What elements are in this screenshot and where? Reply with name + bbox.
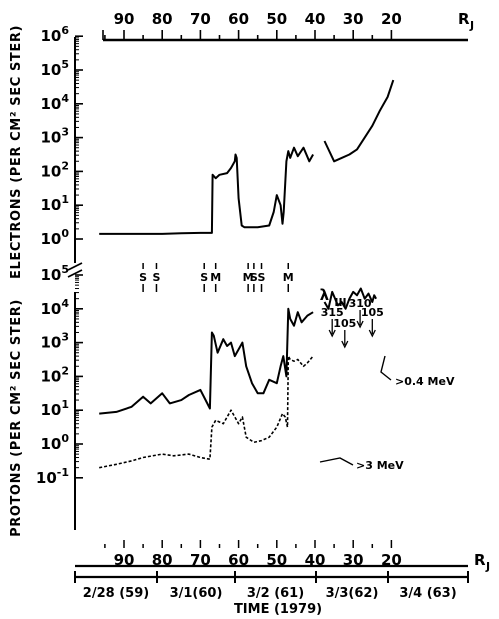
top-axis-tick-label: 50 [266,10,287,28]
date-axis-title: TIME (1979) [234,602,322,617]
electron-y-tick-exp: 5 [61,58,69,71]
top-axis-tick-label: 40 [305,10,326,28]
electron-y-tick-label: 101 [40,193,69,214]
electron-y-tick-label: 105 [40,58,69,79]
top-rj-axis: 90 80 70 60 50 40 30 20 R J [102,10,474,42]
encounter-marker-label: S [153,271,161,284]
lambda-arrow-head [341,340,349,349]
lambda-marker-label: 315 [321,306,344,319]
date-label: 3/1(60) [170,586,223,601]
encounter-marker-label: M [283,271,294,284]
electron-y-tick-exp: 2 [61,159,69,172]
date-label: 3/4 (63) [399,586,456,601]
proton-y-tick-label: 105 [40,263,69,284]
proton-y-tick-label: 100 [40,432,69,453]
encounter-marker-row: S S S M MS S M [139,263,294,292]
series-label-leader [319,457,354,466]
bottom-axis-tick-label: 90 [114,551,135,569]
top-axis-unit-sub: J [469,19,474,32]
bottom-axis-tick-label: 80 [152,551,173,569]
proton-series-line-0 [99,307,314,415]
electron-y-tick-label: 103 [40,126,69,147]
series-label-3mev: >3 MeV [356,459,404,472]
lambda-arrow-head [368,329,376,338]
electron-y-tick-exp: 6 [61,24,69,37]
electron-y-tick-label: 100 [40,227,69,248]
lambda-label: λ [320,286,330,304]
electron-y-tick-exp: 4 [61,92,69,105]
proton-series-line-1 [99,355,314,469]
date-label: 2/28 (59) [83,586,149,601]
encounter-marker-label: M [210,271,221,284]
proton-y-tick-label: 103 [40,331,69,352]
proton-y-tick-exp: 4 [61,297,69,310]
date-axis: 2/28 (59) 3/1(60) 3/2 (61) 3/3(62) 3/4 (63) T… [74,571,469,617]
bottom-axis-tick-label: 40 [305,551,326,569]
bottom-axis-unit-sub: J [485,560,490,573]
top-axis-tick-label: 90 [114,10,135,28]
bottom-rj-axis: 90 80 70 60 50 40 30 20 R J [75,540,490,573]
top-axis-tick-label: 60 [228,10,249,28]
encounter-marker-label: S [258,271,266,284]
bottom-axis-unit-label: R [474,551,486,569]
top-axis-unit-label: R [458,10,470,28]
bottom-axis-tick-label: 50 [266,551,287,569]
electron-y-tick-exp: 1 [61,193,69,206]
proton-y-tick-exp: 1 [61,398,69,411]
encounter-marker-label: S [139,271,147,284]
bottom-axis-tick-label: 60 [228,551,249,569]
bottom-axis-tick-label: 30 [343,551,364,569]
electron-y-tick-exp: 3 [61,126,69,139]
top-axis-tick-label: 30 [343,10,364,28]
encounter-marker-label: S [250,271,258,284]
series-label-0.4mev: >0.4 MeV [395,375,455,388]
proton-y-tick-exp: 2 [61,364,69,377]
lambda-subscript: III [334,296,346,309]
lambda-marker-label: 310 [349,297,372,310]
proton-y-tick-label: 10-1 [36,466,69,487]
axis-break-mark [67,262,83,278]
electron-y-tick-exp: 0 [61,227,69,240]
encounter-marker-label: S [200,271,208,284]
lambda-arrow-head [356,320,364,329]
proton-series-line-2 [323,287,377,310]
proton-y-tick-label: 101 [40,398,69,419]
bottom-axis-tick-label: 20 [381,551,402,569]
lambda-arrow-head [328,329,336,338]
proton-y-tick-exp: 3 [61,331,69,344]
proton-y-tick-label: 102 [40,364,69,385]
date-label: 3/2 (61) [247,586,304,601]
series-label-leader [380,355,392,381]
proton-y-tick-exp: 5 [61,263,69,276]
electron-series-line-0 [99,146,314,235]
electron-y-tick-label: 104 [40,92,69,113]
date-label: 3/3(62) [326,586,379,601]
electron-series-line-1 [323,79,395,163]
proton-y-tick-label: 104 [40,297,69,318]
proton-y-tick-exp: -1 [57,466,69,479]
encounter-marker-label: M [243,271,254,284]
proton-y-axis-title: PROTONS (PER CM² SEC STER) [9,299,24,537]
top-axis-tick-label: 20 [381,10,402,28]
lambda-marker-label: 105 [333,317,356,330]
lambda-marker-label: 105 [361,306,384,319]
bottom-axis-tick-label: 70 [190,551,211,569]
top-axis-tick-label: 80 [152,10,173,28]
electron-y-axis-title: ELECTRONS (PER CM² SEC STER) [9,25,24,279]
electron-y-tick-label: 106 [40,24,69,45]
electron-y-tick-label: 102 [40,159,69,180]
proton-y-tick-exp: 0 [61,432,69,445]
top-axis-tick-label: 70 [190,10,211,28]
